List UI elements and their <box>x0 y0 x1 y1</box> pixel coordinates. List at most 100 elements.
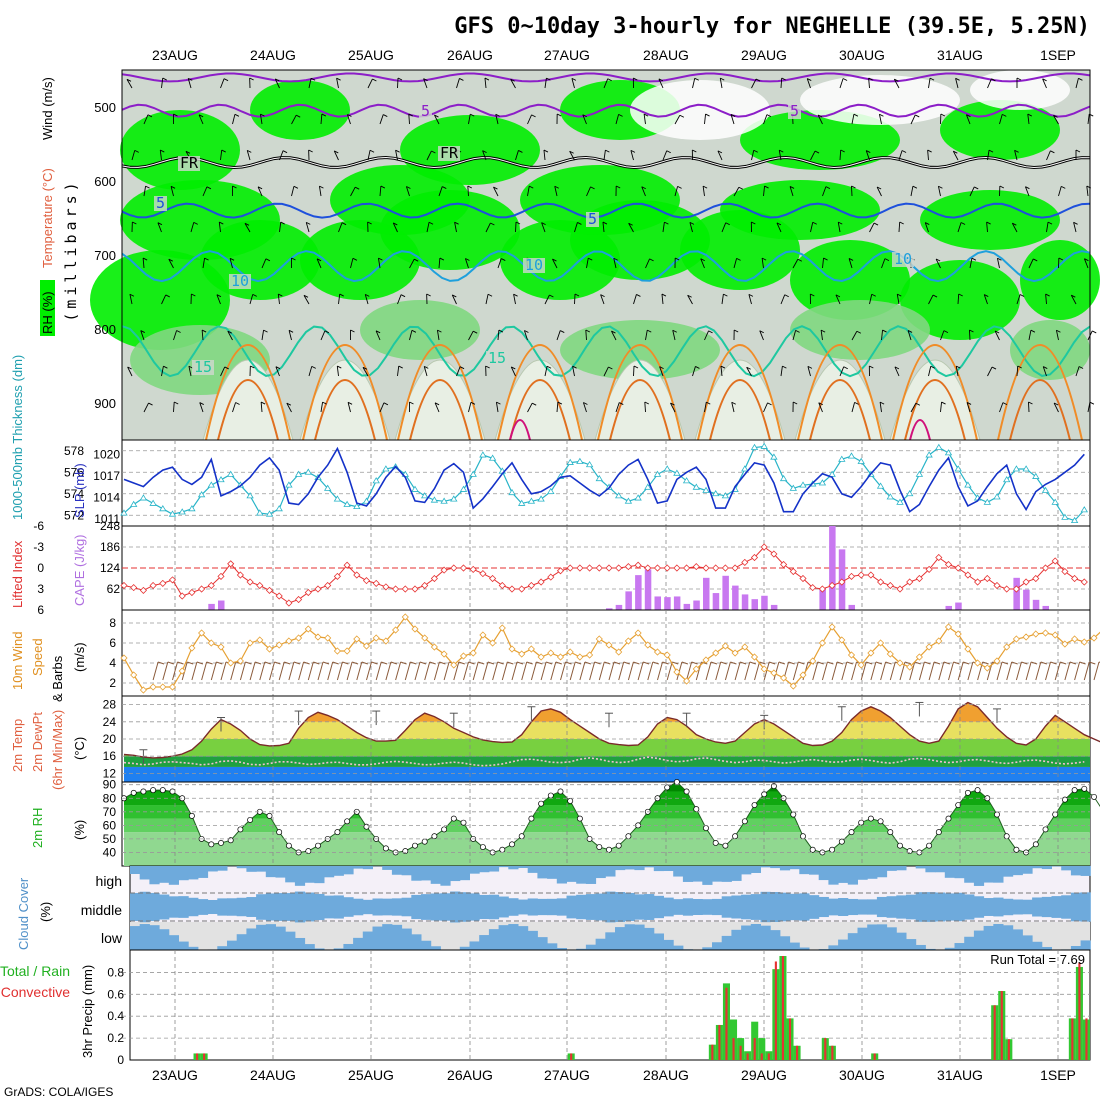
pressure-axis-label: (millibars) <box>62 178 80 321</box>
high-cloud-bar <box>634 866 645 871</box>
wind-barb <box>220 150 223 161</box>
wind-speed-marker <box>372 634 380 642</box>
lifted-marker <box>750 553 759 562</box>
tick-label: 0.6 <box>107 987 124 1001</box>
thickness-marker <box>129 500 138 507</box>
wind-barb-flag <box>753 149 758 153</box>
wind-barb-flag <box>395 149 400 153</box>
wind-barb <box>674 115 681 125</box>
low-cloud-bar <box>906 939 917 950</box>
mid-cloud-bar <box>294 891 306 923</box>
lifted-marker <box>1051 557 1059 565</box>
wind-barb-flag <box>574 293 580 297</box>
lifted-cape-series <box>120 526 1090 610</box>
lifted-marker <box>683 564 691 572</box>
tick-label: 124 <box>100 561 120 575</box>
cape-bar <box>819 587 826 610</box>
tick-label: 12 <box>103 766 117 780</box>
pressure-tick: 600 <box>94 174 116 189</box>
lifted-marker <box>1080 578 1088 586</box>
wind-barb <box>894 366 900 377</box>
high-cloud-bar <box>537 866 548 879</box>
surface-wind-barb <box>860 661 867 681</box>
wind-barb-flag <box>1089 401 1095 405</box>
wind-barb-flag <box>731 401 736 405</box>
wind-barb <box>628 223 634 233</box>
wind-speed-marker <box>498 624 506 632</box>
wind-barb-flag <box>956 365 961 369</box>
wind-barb-flag <box>310 77 316 81</box>
wind-barb <box>291 114 297 125</box>
high-cloud-bar <box>750 866 761 873</box>
cape-bar <box>1032 599 1040 610</box>
high-cloud-bar <box>498 866 509 868</box>
low-cloud-bar <box>789 942 800 950</box>
temp-legend-label: Temperature (°C) <box>40 168 55 268</box>
wind-barb-flag <box>879 113 884 117</box>
surface-wind-barb <box>957 661 964 681</box>
wind-barb-flag <box>529 185 534 189</box>
wind-barb-flag <box>664 221 669 225</box>
wind-barb-flag <box>147 114 153 118</box>
cape-bar <box>761 595 768 610</box>
wind-barb-flag <box>1084 258 1089 262</box>
wind-barb-flag <box>851 185 856 189</box>
thickness-marker <box>644 483 652 490</box>
rh-light-area <box>790 300 930 360</box>
wind-speed-marker <box>721 642 729 650</box>
wind-speed-marker <box>547 649 555 657</box>
rh-marker <box>722 842 729 849</box>
surface-wind-barb <box>841 661 848 681</box>
rh-marker <box>683 788 690 795</box>
wind-barb <box>869 294 873 305</box>
rh-marker <box>770 783 777 790</box>
high-cloud-bar <box>760 866 771 868</box>
lifted-marker <box>333 572 341 580</box>
surface-wind-barb <box>298 661 305 681</box>
wind-barb-flag <box>148 402 153 406</box>
thickness-marker <box>838 455 846 462</box>
surface-wind-barb <box>269 661 275 681</box>
high-cloud-bar <box>721 866 732 882</box>
wind-barb <box>143 186 147 197</box>
mid-cloud-bar <box>770 892 781 922</box>
high-cloud-bar <box>828 866 839 885</box>
surface-wind-barb-flag <box>604 661 611 665</box>
tick-label: 6 <box>109 636 116 650</box>
surface-wind-barb-flag <box>313 661 320 665</box>
high-cloud-bar <box>1032 866 1043 869</box>
wind-barb <box>397 366 400 377</box>
wind-speed-marker <box>1090 634 1098 642</box>
wind-speed-marker <box>489 639 497 647</box>
surface-wind-barb <box>734 661 741 681</box>
tick-label: 20 <box>103 732 117 746</box>
surface-wind-barb <box>773 661 780 681</box>
wind-barb <box>662 222 665 233</box>
thickness-marker <box>799 481 807 488</box>
wind-barb <box>451 294 457 305</box>
surface-wind-barb-flag <box>943 661 950 665</box>
thickness-marker <box>1061 513 1069 520</box>
surface-wind-barb-flag <box>245 661 252 665</box>
rh-marker <box>703 825 709 832</box>
surface-wind-barb <box>1093 661 1100 681</box>
wind-barb <box>1086 186 1089 197</box>
wind-barb <box>279 150 284 161</box>
wind-speed-marker <box>256 636 264 644</box>
cape-bar <box>722 575 729 610</box>
rh-marker <box>431 833 438 840</box>
wind-barb <box>379 185 382 197</box>
surface-wind-barb <box>424 661 431 681</box>
isotherm-minus5 <box>121 103 1091 118</box>
wind-barb <box>350 258 354 269</box>
tick-label: -3 <box>33 540 44 554</box>
thickness-marker <box>576 457 584 464</box>
wind-barb <box>220 78 225 89</box>
high-cloud-bar <box>818 866 829 881</box>
wind-barb <box>157 222 162 233</box>
surface-wind-barb-flag <box>187 661 194 665</box>
thickness-marker <box>692 483 701 490</box>
low-cloud-bar <box>915 944 926 950</box>
precip-convective-bar <box>753 1038 756 1060</box>
wind-barb <box>881 258 886 269</box>
